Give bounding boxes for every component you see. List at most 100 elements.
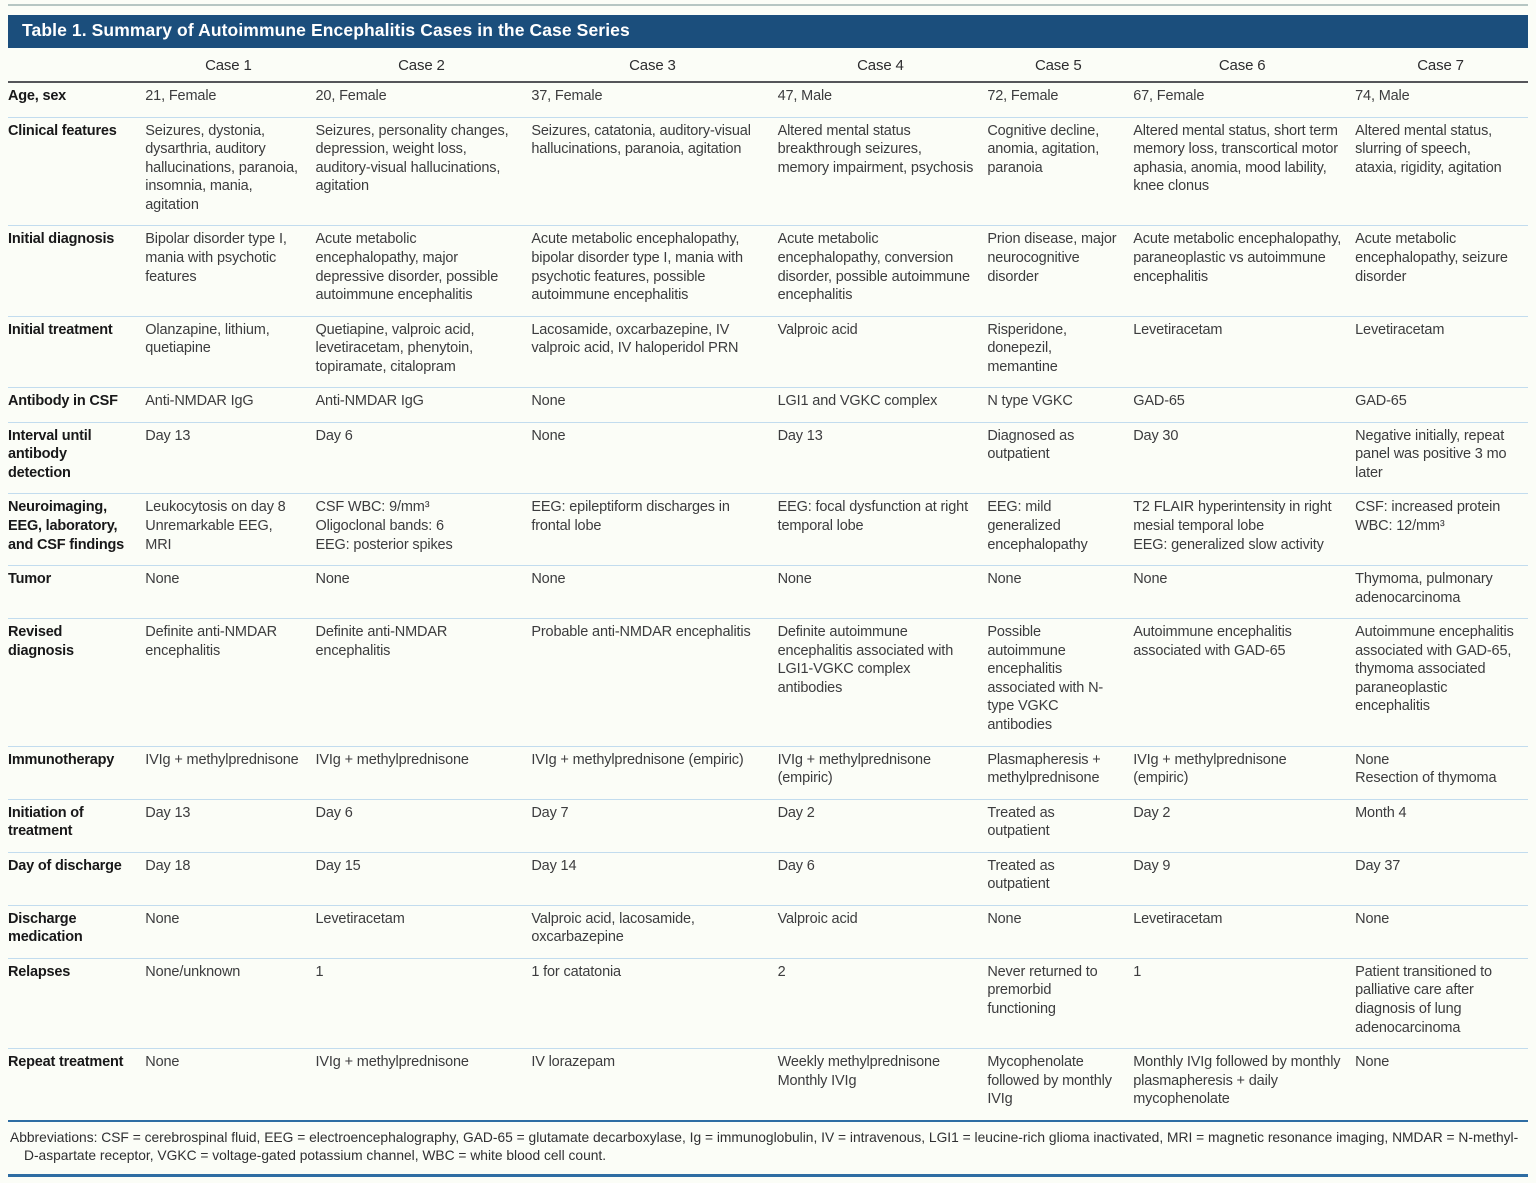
case-column-header: Case 7 [1353,48,1528,84]
table-cell: Risperidone, donepezil, memantine [985,315,1132,388]
table-row: Initial diagnosis Bipolar disorder type I… [8,225,1528,317]
table-cell: Day 30 [1131,421,1354,494]
row-label: Neuroimaging, EEG, laboratory, and CSF f… [8,493,144,566]
case-summary-table: Case 1 Case 2 Case 3 Case 4 Case 5 Case 6 Case… [8,48,1528,1122]
table-cell: CSF WBC: 9/mm³ Oligoclonal bands: 6 EEG:… [313,493,530,566]
table-cell: Levetiracetam [1353,315,1528,388]
table-cell: None [313,565,530,619]
table-cell: IVIg + methylprednisone [313,745,530,800]
table-cell: EEG: mild generalized encephalopathy [985,493,1132,566]
table-cell: Treated as outpatient [985,851,1132,906]
table-cell: Anti-NMDAR IgG [143,387,314,423]
table-cell: Day 7 [529,798,776,853]
case-column-header: Case 6 [1131,48,1354,84]
table-cell: Bipolar disorder type I, mania with psyc… [143,225,314,317]
table-cell: IVIg + methylprednisone [313,1048,530,1121]
table-cell: EEG: focal dysfunction at right temporal… [775,493,986,566]
table-cell: IVIg + methylprednisone (empiric) [775,745,986,800]
row-label: Relapses [8,957,144,1049]
row-label: Repeat treatment [8,1048,144,1121]
table-cell: Day 2 [775,798,986,853]
table-cell: Day 15 [313,851,530,906]
table-cell: None [1353,1048,1528,1121]
case-column-header: Case 2 [313,48,530,84]
table-cell: Day 13 [143,798,314,853]
table-cell: Day 37 [1353,851,1528,906]
row-label-column-header [8,48,144,84]
table-row: Clinical features Seizures, dystonia, dys… [8,116,1528,226]
table-row: Repeat treatment None IVIg + methylprednis… [8,1048,1528,1121]
table-cell: Day 6 [775,851,986,906]
table-cell: IVIg + methylprednisone [143,745,314,800]
row-label: Antibody in CSF [8,387,144,423]
abbreviations-note: Abbreviations: CSF = cerebrospinal fluid… [8,1122,1528,1177]
row-label: Day of discharge [8,851,144,906]
table-row: Interval until antibody detection Day 13 D… [8,421,1528,494]
table-cell: None [143,565,314,619]
row-label: Age, sex [8,88,67,105]
table-cell: Day 6 [313,421,530,494]
table-cell: 47, Male [777,88,833,105]
table-cell: CSF: increased protein WBC: 12/mm³ [1353,493,1528,566]
table-cell: Day 14 [529,851,776,906]
table-cell: None [1131,565,1354,619]
table-row: Neuroimaging, EEG, laboratory, and CSF f… [8,493,1528,566]
table-cell: Definite autoimmune encephalitis associa… [775,618,986,746]
table-cell: LGI1 and VGKC complex [775,387,986,423]
case-column-header: Case 4 [775,48,986,84]
table-cell: Seizures, catatonia, auditory-visual hal… [529,116,776,226]
table-row: Age, sex 21, Female 20, Female 37, Female 47… [8,82,1528,117]
table-cell: 2 [775,957,986,1049]
table-cell: None [529,565,776,619]
row-label: Tumor [8,565,144,619]
table-cell: Lacosamide, oxcarbazepine, IV valproic a… [529,315,776,388]
row-label: Revised diagnosis [8,618,144,746]
table-cell: Acute metabolic encephalopathy, conversi… [775,225,986,317]
table-cell: IVIg + methylprednisone (empiric) [529,745,776,800]
table-cell: Acute metabolic encephalopathy, seizure … [1353,225,1528,317]
table-cell: None [1353,904,1528,959]
table-cell: 72, Female [987,88,1059,105]
table-cell: None [985,904,1132,959]
table-cell: None/unknown [143,957,314,1049]
table-cell: None Resection of thymoma [1353,745,1528,800]
row-label: Discharge medication [8,904,144,959]
table-cell: GAD-65 [1353,387,1528,423]
table-cell: Probable anti-NMDAR encephalitis [529,618,776,746]
table-cell: Valproic acid, lacosamide, oxcarbazepine [529,904,776,959]
table-cell: None [529,387,776,423]
table-title: Table 1. Summary of Autoimmune Encephali… [22,20,630,40]
table-cell: Olanzapine, lithium, quetiapine [143,315,314,388]
table-cell: None [775,565,986,619]
table-cell: Autoimmune encephalitis associated with … [1131,618,1354,746]
table-cell: T2 FLAIR hyperintensity in right mesial … [1131,493,1354,566]
top-divider [8,4,1528,6]
table-cell: IVIg + methylprednisone (empiric) [1131,745,1354,800]
table-cell: Definite anti-NMDAR encephalitis [143,618,314,746]
table-cell: Levetiracetam [1131,315,1354,388]
table-row: Tumor None None None None None None Thymoma, pu… [8,565,1528,619]
table-cell: EEG: epileptiform discharges in frontal … [529,493,776,566]
table-cell: Anti-NMDAR IgG [313,387,530,423]
table-cell: Monthly IVIg followed by monthly plasmap… [1131,1048,1354,1121]
table-cell: 20, Female [315,88,387,105]
row-label: Initial diagnosis [8,225,144,317]
table-cell: Day 9 [1131,851,1354,906]
table-cell: Levetiracetam [1131,904,1354,959]
table-cell: Day 18 [143,851,314,906]
table-cell: Mycophenolate followed by monthly IVIg [985,1048,1132,1121]
table-cell: Possible autoimmune encephalitis associa… [985,618,1132,746]
table-cell: Day 6 [313,798,530,853]
table-cell: Never returned to premorbid functioning [985,957,1132,1049]
table-cell: 21, Female [145,88,217,105]
row-label: Initial treatment [8,315,144,388]
table-cell: Acute metabolic encephalopathy, paraneop… [1131,225,1354,317]
table-cell: 1 for catatonia [529,957,776,1049]
table-cell: Month 4 [1353,798,1528,853]
table-cell: None [143,1048,314,1121]
row-label: Interval until antibody detection [8,421,144,494]
row-label: Immunotherapy [8,745,144,800]
case-column-header: Case 3 [529,48,776,84]
